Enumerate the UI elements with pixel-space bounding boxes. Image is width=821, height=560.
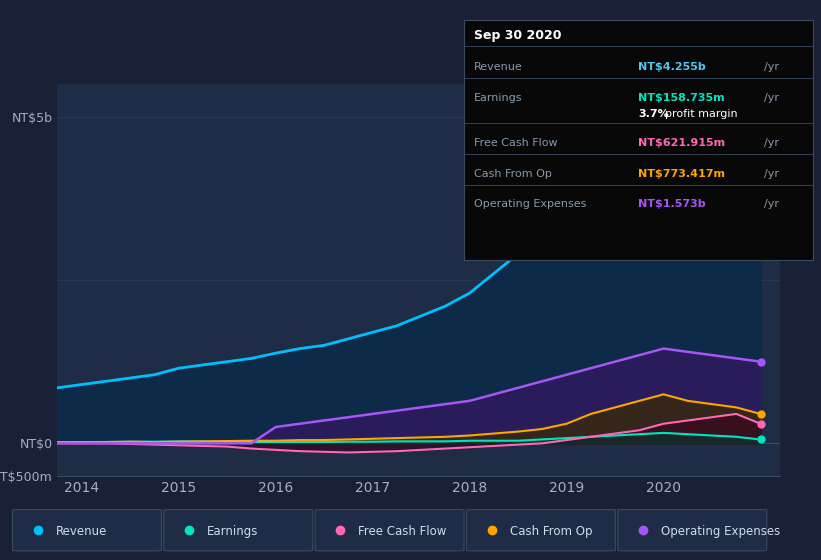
Text: NT$1.573b: NT$1.573b [639, 199, 706, 209]
Text: Cash From Op: Cash From Op [510, 525, 592, 538]
Text: Operating Expenses: Operating Expenses [474, 199, 586, 209]
Text: /yr: /yr [764, 199, 779, 209]
Text: /yr: /yr [764, 93, 779, 103]
Text: /yr: /yr [764, 138, 779, 148]
FancyBboxPatch shape [164, 510, 313, 551]
Text: Cash From Op: Cash From Op [474, 169, 552, 179]
Text: Revenue: Revenue [56, 525, 108, 538]
Text: Earnings: Earnings [474, 93, 522, 103]
Text: Sep 30 2020: Sep 30 2020 [474, 29, 562, 42]
Text: NT$4.255b: NT$4.255b [639, 62, 706, 72]
Text: 3.7%: 3.7% [639, 109, 669, 119]
FancyBboxPatch shape [466, 510, 616, 551]
Text: /yr: /yr [764, 62, 779, 72]
Text: Free Cash Flow: Free Cash Flow [474, 138, 557, 148]
FancyBboxPatch shape [12, 510, 162, 551]
Text: NT$621.915m: NT$621.915m [639, 138, 726, 148]
FancyBboxPatch shape [315, 510, 464, 551]
Text: Operating Expenses: Operating Expenses [661, 525, 781, 538]
Text: Earnings: Earnings [207, 525, 259, 538]
Text: /yr: /yr [764, 169, 779, 179]
Text: profit margin: profit margin [665, 109, 737, 119]
Text: Free Cash Flow: Free Cash Flow [359, 525, 447, 538]
Text: NT$773.417m: NT$773.417m [639, 169, 725, 179]
Text: Revenue: Revenue [474, 62, 522, 72]
Text: NT$158.735m: NT$158.735m [639, 93, 725, 103]
FancyBboxPatch shape [617, 510, 767, 551]
